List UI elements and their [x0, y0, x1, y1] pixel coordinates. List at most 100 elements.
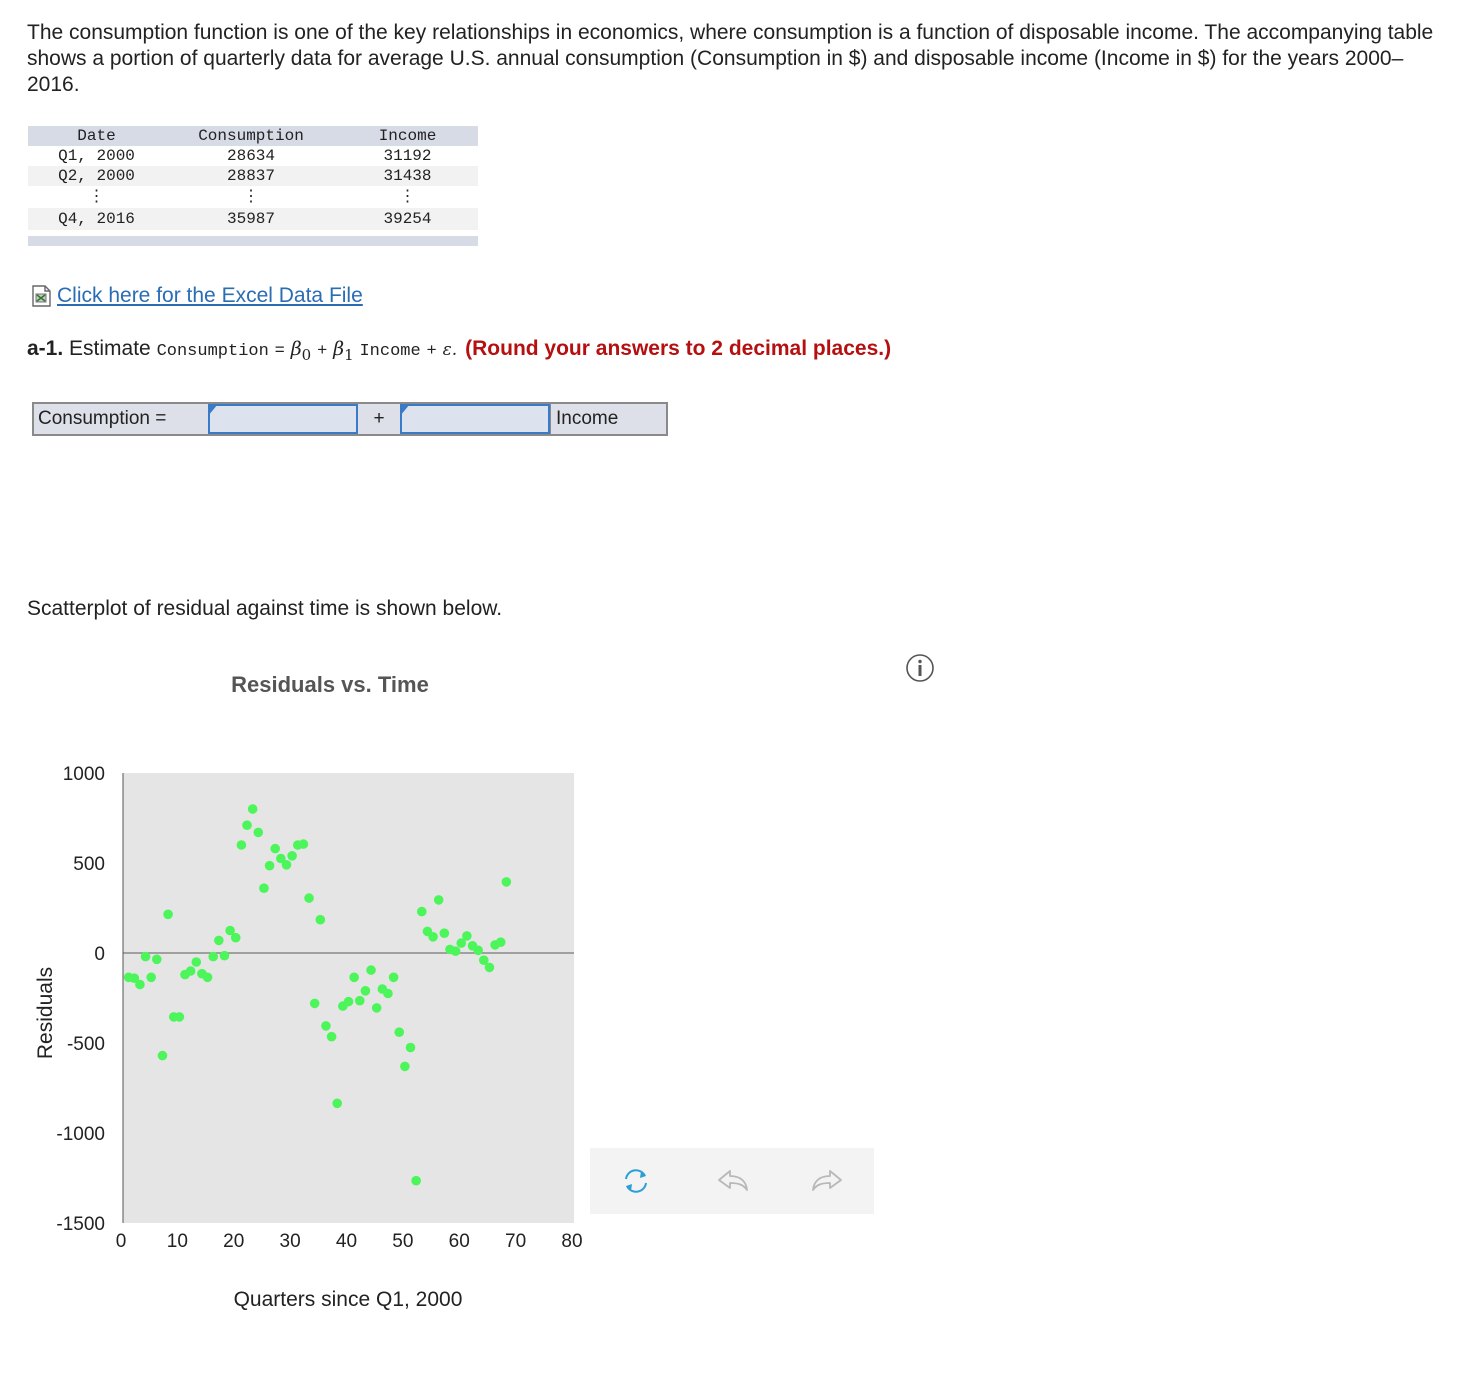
answer-row: Consumption = + Income — [32, 402, 668, 436]
y-tick-label: -500 — [67, 1034, 105, 1055]
excel-link-label[interactable]: Click here for the Excel Data File — [57, 284, 363, 307]
slope-input[interactable] — [400, 404, 550, 434]
scatter-point — [281, 860, 292, 870]
table-row: Q2, 2000 28837 31438 — [28, 166, 478, 186]
table-cell: ⋮ — [243, 188, 259, 206]
eq-beta1: β1 — [333, 338, 354, 364]
scatter-point — [157, 1050, 168, 1061]
scatter-point — [501, 877, 512, 887]
answer-plus: + — [373, 408, 385, 429]
intercept-input[interactable] — [208, 404, 358, 434]
y-tick-label: 500 — [73, 854, 105, 875]
scatter-point — [360, 986, 371, 996]
scatter-point — [202, 972, 213, 983]
table-header-row: Date Consumption Income — [28, 126, 478, 146]
scatter-point — [152, 954, 162, 965]
scatter-point — [219, 950, 230, 961]
scatter-point — [332, 1098, 343, 1109]
x-tick-label: 0 — [116, 1231, 127, 1252]
question-estimate: Estimate — [69, 337, 151, 360]
undo-icon[interactable] — [716, 1166, 750, 1196]
question-number: a-1. — [27, 337, 64, 360]
excel-file-icon — [32, 285, 51, 307]
table-cell: Q1, 2000 — [58, 147, 135, 165]
scatter-point — [298, 839, 309, 849]
scatter-point — [259, 883, 269, 893]
eq-consumption: Consumption — [156, 342, 269, 361]
scatter-point — [371, 1003, 382, 1013]
x-tick-label: 20 — [223, 1231, 244, 1252]
scatter-point — [230, 932, 241, 943]
scatter-point — [236, 840, 247, 850]
scatter-point — [366, 965, 376, 975]
input-flag-icon — [208, 404, 218, 416]
eq-epsilon: ε. — [442, 340, 458, 360]
redo-icon[interactable] — [810, 1166, 844, 1196]
scatter-point — [163, 909, 173, 920]
info-icon[interactable] — [905, 653, 935, 683]
scatter-point — [214, 935, 224, 946]
scatter-point — [450, 946, 461, 956]
scatter-point — [400, 1061, 410, 1072]
table-cell: 35987 — [226, 210, 275, 228]
scatter-point — [191, 957, 202, 967]
eq-beta0-symbol: β — [290, 338, 302, 360]
reset-icon[interactable] — [620, 1166, 652, 1196]
scatter-point — [129, 973, 140, 983]
eq-beta0-sub: 0 — [301, 345, 312, 364]
scatter-point — [146, 972, 156, 983]
slope-input-wrap — [400, 404, 550, 434]
table-header: Date — [77, 127, 116, 145]
table-cell: 28634 — [226, 147, 275, 165]
scatter-point — [433, 895, 444, 905]
table-cell: ⋮ — [399, 188, 416, 206]
eq-plus-2: + — [426, 342, 437, 361]
scatter-point — [462, 931, 472, 941]
graph-toolbar — [590, 1148, 874, 1214]
question-a1: a-1. Estimate Consumption = β0 + β1 Inco… — [27, 337, 891, 364]
x-tick-label: 80 — [561, 1231, 582, 1252]
scatter-point — [247, 804, 258, 814]
excel-data-link[interactable]: Click here for the Excel Data File — [30, 284, 363, 308]
y-tick-label: 1000 — [63, 764, 105, 785]
scatter-point — [473, 945, 483, 956]
scatter-point — [174, 1012, 185, 1022]
answer-label: Consumption = — [38, 408, 167, 429]
chart-title: Residuals vs. Time — [231, 672, 429, 697]
table-cell: 31192 — [383, 147, 432, 165]
table-cell: Q2, 2000 — [58, 167, 135, 185]
eq-beta0: β0 — [291, 338, 312, 364]
scatter-point — [309, 998, 320, 1009]
scatter-point — [411, 1175, 421, 1186]
table-cell: 31438 — [383, 167, 432, 185]
scatter-point — [276, 853, 286, 864]
eq-beta1-symbol: β — [333, 338, 345, 360]
intro-text: The consumption function is one of the k… — [27, 21, 1434, 96]
scatter-point — [287, 851, 297, 861]
scatter-point — [321, 1021, 331, 1031]
x-axis-label: Quarters since Q1, 2000 — [234, 1288, 463, 1311]
x-tick-label: 50 — [392, 1231, 413, 1252]
y-axis-label: Residuals — [34, 967, 57, 1059]
intercept-input-wrap — [208, 404, 358, 434]
y-tick-label: 0 — [94, 944, 105, 965]
scatter-point — [253, 827, 264, 838]
x-tick-label: 10 — [167, 1231, 188, 1252]
residuals-chart: Residuals vs. Time 10005000-500-1000-150… — [34, 672, 583, 1311]
scatter-point — [405, 1042, 416, 1053]
scatter-point — [326, 1031, 337, 1042]
x-tick-label: 60 — [449, 1231, 470, 1252]
table-row: Q4, 2016 35987 39254 — [28, 208, 478, 230]
scatter-point — [479, 955, 489, 965]
scatter-point — [225, 925, 235, 936]
scatter-point — [264, 860, 275, 871]
scatter-point — [140, 951, 151, 962]
scatter-point — [456, 938, 467, 948]
scatter-point — [354, 995, 365, 1006]
scatter-point — [208, 951, 218, 962]
table-cell: 39254 — [383, 210, 432, 228]
eq-beta1-sub: 1 — [344, 345, 354, 364]
scatter-point — [185, 966, 196, 976]
eq-plus: + — [317, 342, 328, 361]
input-flag-icon — [400, 404, 410, 416]
